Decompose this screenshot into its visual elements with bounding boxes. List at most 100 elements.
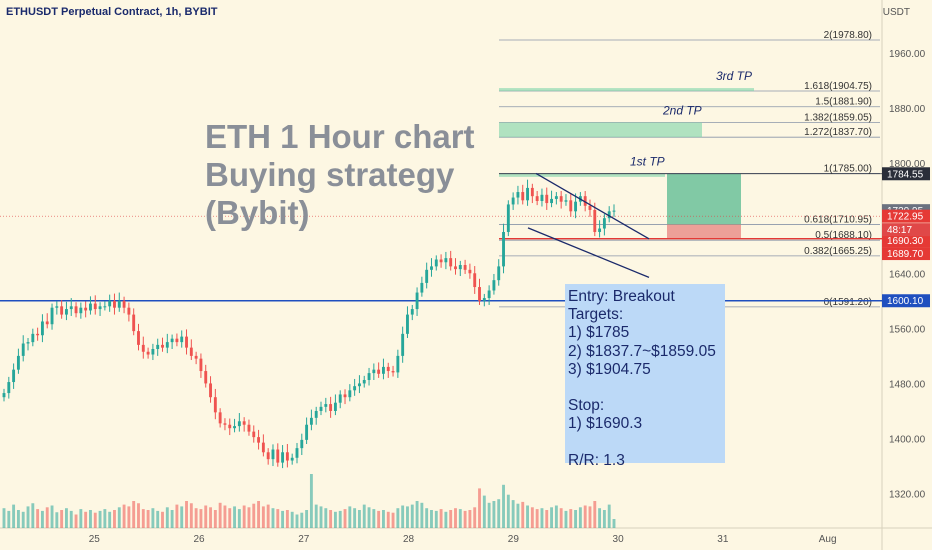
fib-label: 0(1591.20) xyxy=(824,297,872,308)
candle xyxy=(103,306,107,308)
volume-bar xyxy=(65,508,68,528)
target-zone xyxy=(499,122,702,138)
volume-bar xyxy=(84,511,88,528)
price-tag xyxy=(882,294,930,308)
volume-bar xyxy=(247,507,251,528)
volume-bar xyxy=(290,511,294,528)
volume-bar xyxy=(319,506,323,528)
candle xyxy=(382,366,385,374)
candle xyxy=(213,397,217,413)
volume-bar xyxy=(228,508,232,528)
candle xyxy=(329,404,333,411)
volume-bar xyxy=(463,510,467,528)
volume-bar xyxy=(612,519,616,528)
volume-bar xyxy=(535,509,539,528)
candle xyxy=(482,298,486,301)
volume-bar xyxy=(343,509,347,528)
candle xyxy=(242,421,246,425)
volume-bar xyxy=(511,500,515,528)
candle xyxy=(607,211,611,219)
symbol-title[interactable]: ETHUSDT Perpetual Contract, 1h, BYBIT xyxy=(6,6,218,18)
volume-bar xyxy=(161,511,164,528)
x-tick-label: 28 xyxy=(403,534,415,545)
price-axis-unit: USDT xyxy=(882,7,910,18)
candle xyxy=(7,382,11,394)
candle xyxy=(497,266,501,281)
candle xyxy=(444,258,448,263)
countdown-tag xyxy=(882,223,930,237)
candle xyxy=(468,269,472,274)
candle xyxy=(401,333,405,356)
y-tick-label: 1560.00 xyxy=(889,324,926,335)
candle xyxy=(362,379,366,384)
volume-bar xyxy=(439,509,443,528)
candle xyxy=(574,201,578,212)
candle xyxy=(60,306,64,315)
candle xyxy=(261,442,265,453)
channel-upper-line xyxy=(535,172,650,240)
candle xyxy=(396,355,400,373)
price-tag-label: 1689.70 xyxy=(887,249,924,260)
fib-label: 2(1978.80) xyxy=(824,30,872,41)
price-tag xyxy=(882,209,930,223)
volume-bar xyxy=(430,510,433,528)
candle xyxy=(228,424,232,429)
volume-bar xyxy=(93,512,97,528)
volume-bar xyxy=(305,510,309,528)
candle xyxy=(502,231,505,267)
candle xyxy=(377,369,381,374)
candle xyxy=(391,371,395,373)
y-tick-label: 1320.00 xyxy=(889,490,926,501)
volume-bar xyxy=(108,511,112,528)
volume-bar xyxy=(151,508,155,528)
volume-bar xyxy=(583,505,587,528)
volume-bar xyxy=(521,501,525,528)
volume-bar xyxy=(482,495,486,528)
volume-bar xyxy=(545,510,549,528)
volume-bar xyxy=(602,510,606,528)
candle xyxy=(540,194,544,201)
candle xyxy=(554,196,558,199)
candle xyxy=(458,265,462,270)
candle xyxy=(425,269,429,283)
candle xyxy=(535,196,539,201)
price-tag-label: 1690.30 xyxy=(887,236,924,247)
candle xyxy=(194,355,198,359)
candle xyxy=(237,421,241,427)
candle xyxy=(430,266,433,270)
candle xyxy=(593,209,597,232)
candle xyxy=(492,280,496,291)
x-tick-label: 25 xyxy=(89,534,101,545)
volume-bar xyxy=(554,505,558,528)
candle xyxy=(55,306,59,308)
candle xyxy=(559,196,563,202)
volume-bar xyxy=(31,503,35,528)
volume-bar xyxy=(588,506,592,528)
volume-bar xyxy=(478,488,481,528)
volume-bar xyxy=(261,506,265,528)
candle xyxy=(50,307,54,325)
y-tick-label: 1400.00 xyxy=(889,435,926,446)
volume-bar xyxy=(300,512,304,528)
candle xyxy=(271,449,275,460)
candle xyxy=(98,306,102,310)
volume-bar xyxy=(117,507,121,528)
candle xyxy=(290,457,294,461)
y-tick-label: 1960.00 xyxy=(889,49,926,60)
volume-bar xyxy=(36,509,40,528)
volume-bar xyxy=(468,510,472,528)
volume-bar xyxy=(55,512,59,528)
candle xyxy=(26,342,30,344)
fib-label: 1.618(1904.75) xyxy=(804,81,872,92)
candle xyxy=(45,321,49,325)
candle xyxy=(247,424,251,432)
price-tag-label: 1722.95 xyxy=(887,212,924,223)
volume-bar xyxy=(156,510,160,528)
candle xyxy=(180,336,184,343)
candle xyxy=(223,423,227,425)
candle xyxy=(583,196,587,206)
candle xyxy=(545,194,549,204)
x-tick-label: 29 xyxy=(508,534,520,545)
volume-bar xyxy=(497,499,501,528)
